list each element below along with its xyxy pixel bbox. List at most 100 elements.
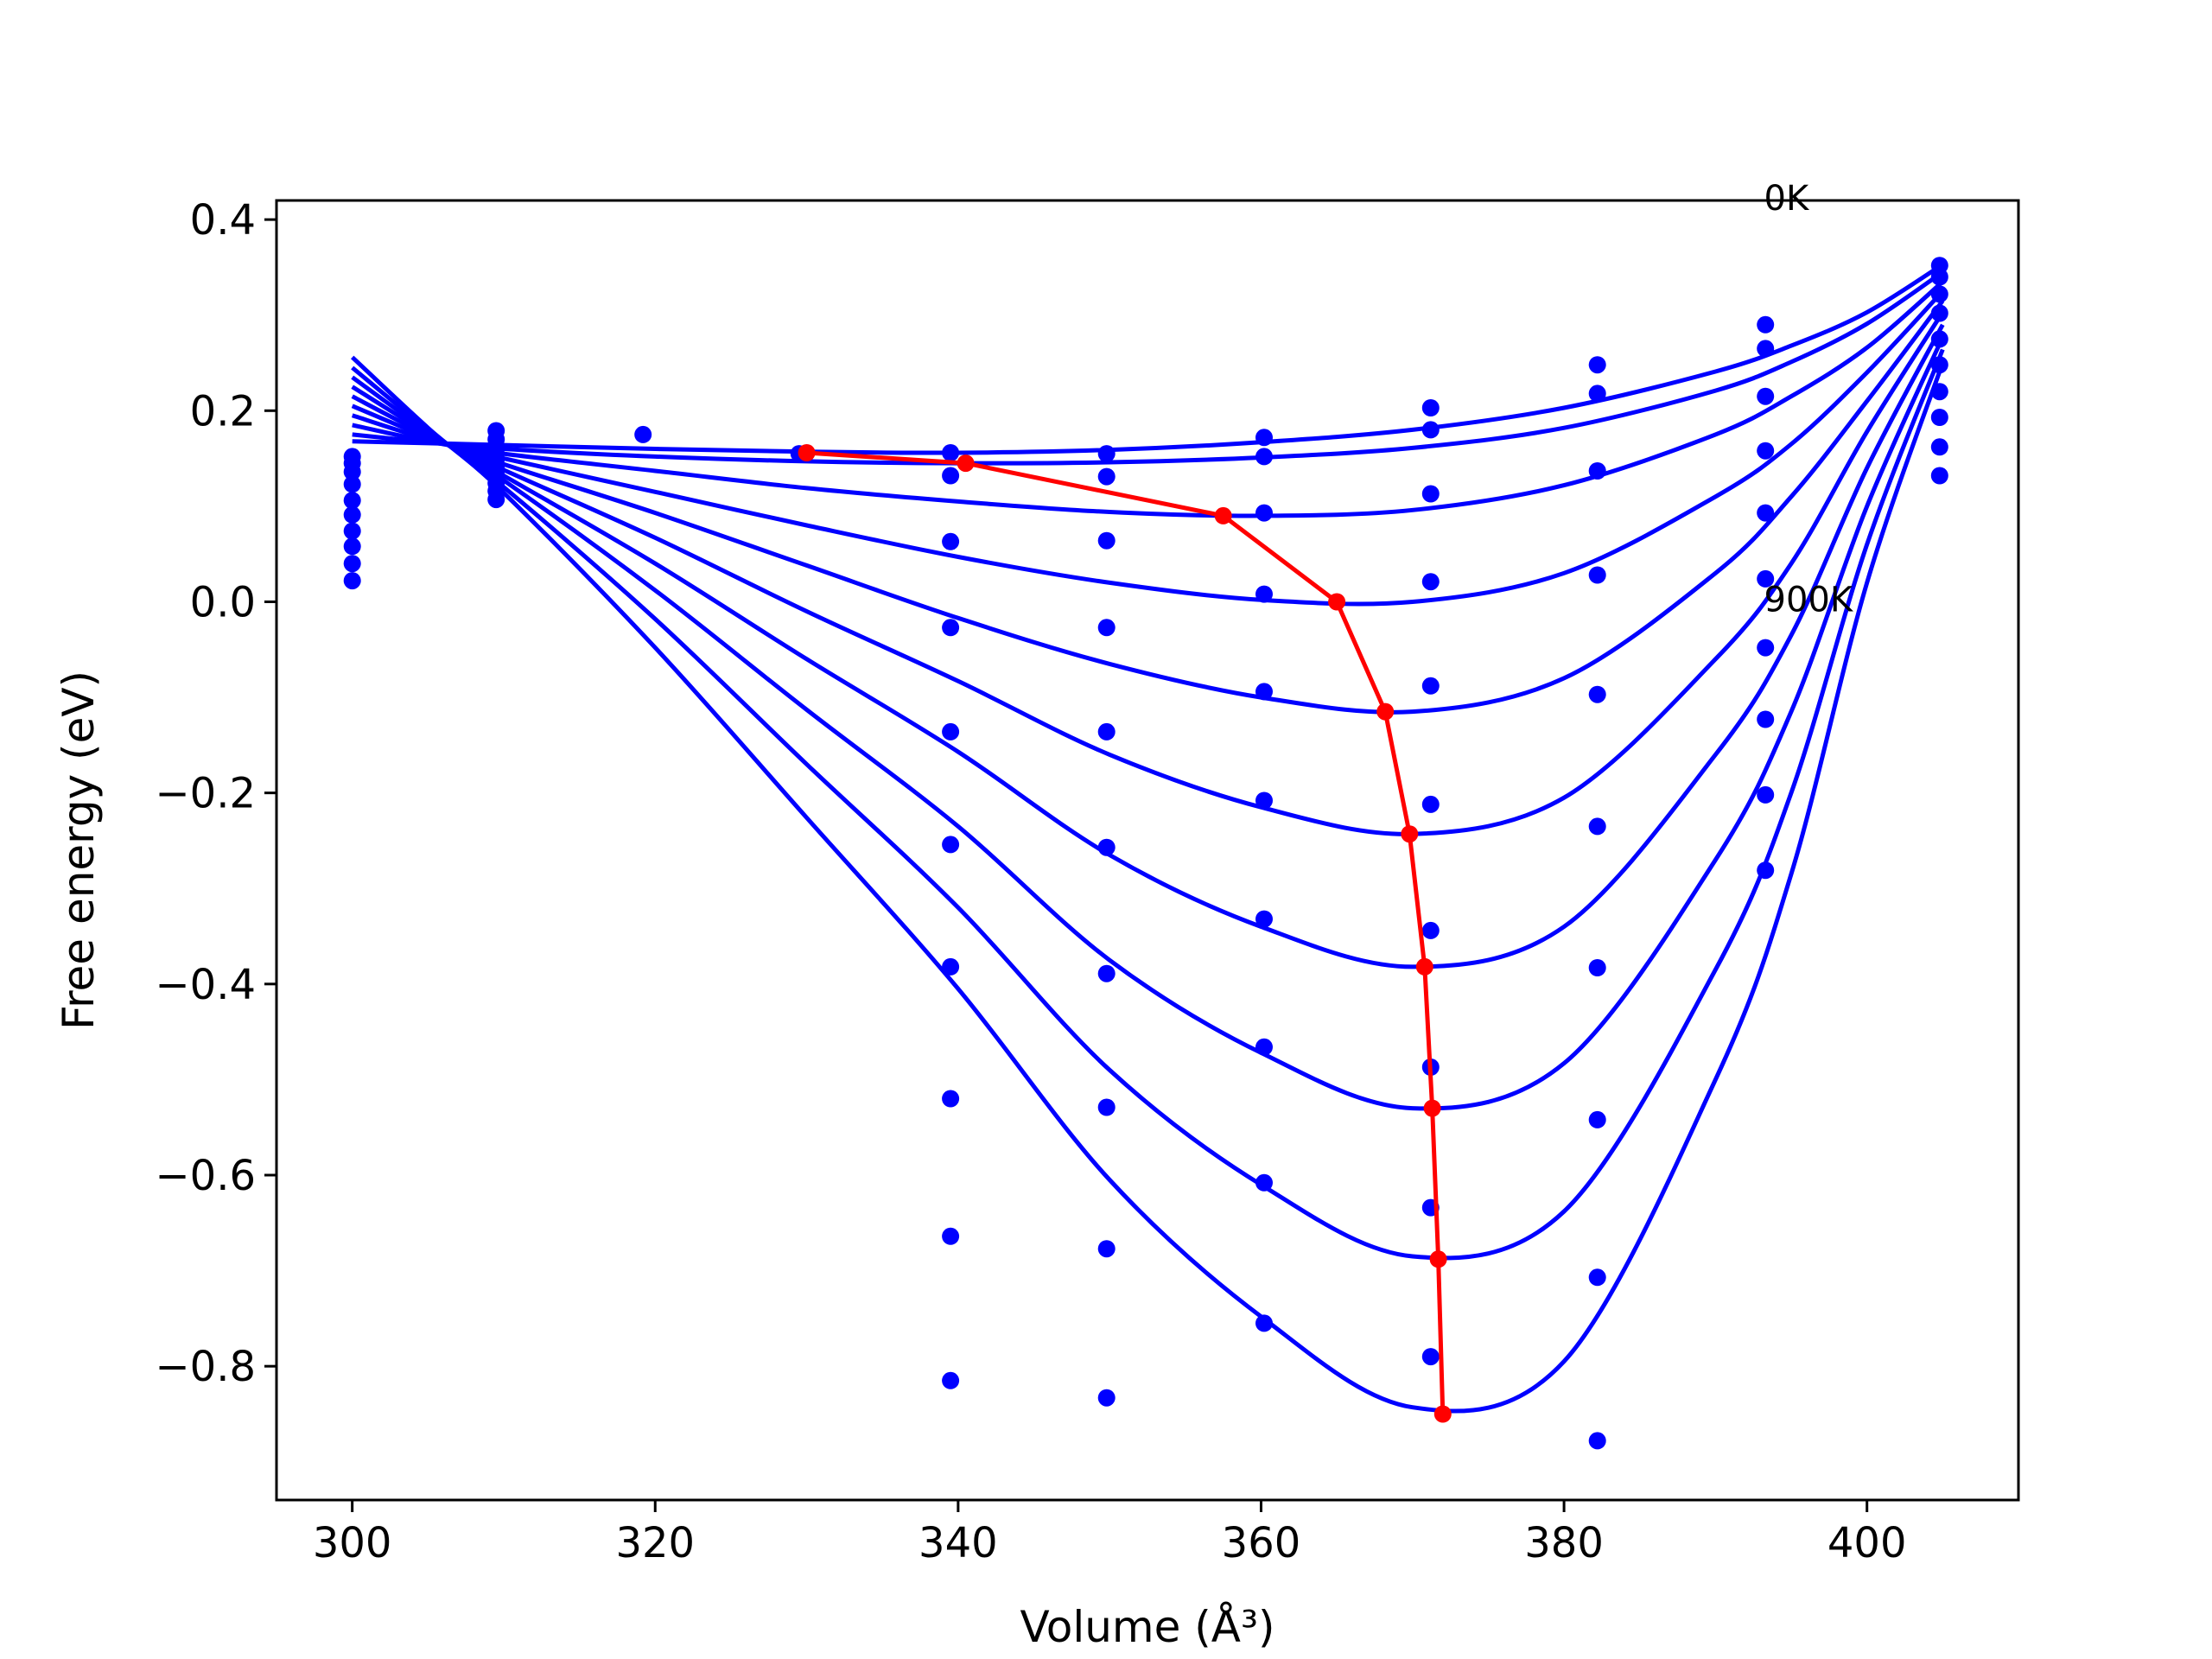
minimum-point: [1214, 506, 1232, 524]
annotations: 0K 900K: [1764, 179, 1854, 620]
data-point: [1421, 795, 1440, 813]
data-point: [487, 491, 505, 509]
data-point: [1097, 619, 1116, 637]
fit-curve-5: [351, 311, 1945, 836]
data-point: [1930, 438, 1948, 456]
y-tick-label: 0.2: [190, 387, 256, 435]
fit-curve-8: [351, 348, 1945, 1261]
data-point: [343, 522, 361, 540]
fit-curve-0: [352, 262, 1944, 455]
data-point: [1255, 910, 1273, 928]
data-point: [1757, 504, 1775, 522]
data-point: [1588, 385, 1606, 403]
y-tick-label: −0.2: [155, 770, 256, 818]
data-point: [942, 532, 960, 550]
y-tick-label: 0.4: [190, 196, 256, 245]
fit-curve-1: [352, 270, 1944, 466]
annotation-label: 900K: [1764, 581, 1854, 620]
data-point: [1421, 421, 1440, 439]
minimum-point: [798, 444, 816, 461]
data-point: [1255, 585, 1273, 603]
data-point: [1757, 340, 1775, 358]
plot-frame: [275, 199, 2020, 1502]
y-tick-label: −0.4: [155, 961, 256, 1009]
minimum-point: [957, 454, 975, 473]
data-point: [1930, 268, 1948, 286]
data-point: [942, 722, 960, 741]
minimum-point: [1415, 957, 1433, 976]
data-point: [1930, 356, 1948, 374]
minimum-point: [1429, 1250, 1447, 1268]
data-point: [1757, 569, 1775, 588]
minimum-point: [1423, 1099, 1441, 1117]
data-point: [1588, 566, 1606, 584]
data-point: [1097, 467, 1116, 486]
data-point: [1930, 285, 1948, 303]
data-point: [1757, 861, 1775, 880]
data-point: [343, 537, 361, 556]
data-point: [1588, 817, 1606, 836]
minimum-point: [1376, 702, 1395, 721]
data-point: [1255, 683, 1273, 701]
data-point: [1097, 722, 1116, 741]
data-point: [1930, 383, 1948, 401]
fit-curve-7: [351, 336, 1945, 1111]
data-point: [1097, 964, 1116, 982]
y-tick-label: −0.6: [155, 1152, 256, 1200]
data-points: [343, 257, 1948, 1450]
data-point: [1097, 1098, 1116, 1116]
fit-curve-9: [350, 355, 1945, 1414]
data-point: [942, 1371, 960, 1389]
data-point: [1097, 838, 1116, 856]
y-axis-ticks: 0.4 0.2 0.0 −0.2 −0.4 −0.6 −0.8: [155, 196, 276, 1391]
data-point: [634, 425, 652, 443]
data-point: [1421, 573, 1440, 591]
y-tick-label: 0.0: [190, 578, 256, 626]
data-point: [1255, 448, 1273, 466]
data-point: [1930, 409, 1948, 426]
data-point: [1757, 442, 1775, 460]
x-tick-label: 380: [1524, 1519, 1604, 1567]
data-point: [1588, 959, 1606, 976]
data-point: [1097, 531, 1116, 550]
data-point: [1930, 467, 1948, 485]
x-tick-label: 400: [1827, 1519, 1907, 1567]
data-point: [942, 836, 960, 854]
data-point: [942, 1090, 960, 1108]
data-point: [942, 444, 960, 461]
data-point: [1588, 356, 1606, 374]
fit-curve-4: [351, 299, 1945, 715]
data-point: [1255, 1314, 1273, 1332]
data-point: [1421, 485, 1440, 503]
data-point: [1757, 785, 1775, 804]
fit-curves: [350, 262, 1945, 1414]
data-point: [343, 505, 361, 524]
data-point: [1097, 1240, 1116, 1258]
plot-area: [276, 200, 2018, 1500]
data-point: [1757, 315, 1775, 334]
y-axis-label: Free energy (eV): [54, 671, 104, 1030]
annotation-label: 0K: [1764, 179, 1810, 219]
minima-line: [806, 450, 1446, 1414]
data-point: [1097, 1389, 1116, 1407]
data-point: [1930, 304, 1948, 322]
data-point: [1930, 330, 1948, 348]
x-tick-label: 360: [1222, 1519, 1301, 1567]
data-point: [1757, 387, 1775, 405]
x-tick-label: 320: [615, 1519, 695, 1567]
data-point: [1588, 685, 1606, 703]
x-axis-ticks: 300 320 340 360 380 400: [313, 1500, 1907, 1567]
data-point: [1588, 462, 1606, 480]
data-point: [942, 619, 960, 637]
data-point: [1757, 639, 1775, 657]
x-tick-label: 340: [918, 1519, 998, 1567]
minimum-point: [1433, 1405, 1452, 1423]
x-tick-label: 300: [313, 1519, 392, 1567]
data-point: [1255, 791, 1273, 810]
data-point: [1255, 504, 1273, 522]
data-point: [1097, 445, 1116, 463]
minimum-point: [1401, 825, 1419, 843]
data-point: [942, 957, 960, 976]
data-point: [343, 475, 361, 493]
